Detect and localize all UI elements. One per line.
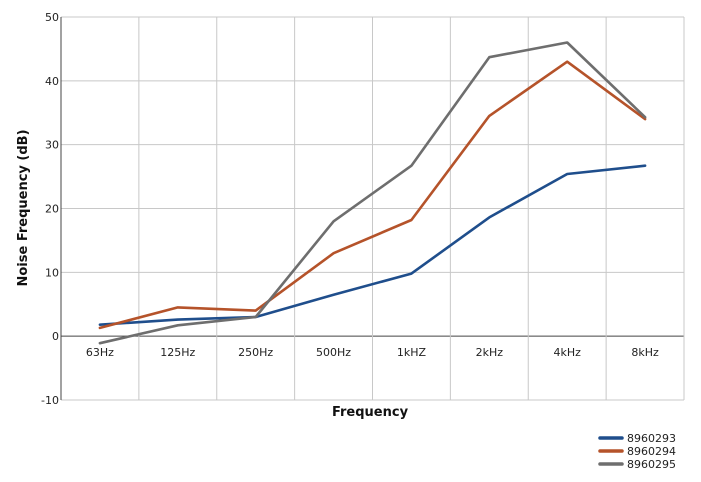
- legend-label: 8960295: [627, 458, 676, 471]
- series-line-2: [98, 41, 647, 345]
- x-tick-label: 1kHZ: [397, 346, 427, 359]
- x-tick-label: 63Hz: [86, 346, 114, 359]
- x-tick-label: 125Hz: [160, 346, 195, 359]
- chart-grid: [60, 16, 685, 401]
- x-tick-label: 2kHz: [476, 346, 504, 359]
- y-tick-label: 40: [45, 75, 59, 88]
- y-tick-label: 50: [45, 11, 59, 24]
- series-line-1: [98, 60, 647, 330]
- legend-label: 8960293: [627, 432, 676, 445]
- x-tick-label: 250Hz: [238, 346, 273, 359]
- y-tick-label: 10: [45, 266, 59, 279]
- legend-label: 8960294: [627, 445, 676, 458]
- y-tick-labels: -10 0 10 20 30 40 50: [41, 11, 59, 407]
- y-tick-label: 20: [45, 203, 59, 216]
- x-tick-labels: 63Hz 125Hz 250Hz 500Hz 1kHZ 2kHz 4kHz 8kHz: [86, 346, 659, 359]
- y-tick-label: -10: [41, 394, 59, 407]
- y-axis-title: Noise Frequency (dB): [16, 129, 31, 286]
- x-tick-label: 8kHz: [631, 346, 659, 359]
- x-axis-title: Frequency: [332, 405, 409, 420]
- x-tick-label: 500Hz: [316, 346, 351, 359]
- y-tick-label: 0: [52, 330, 59, 343]
- y-tick-label: 30: [45, 139, 59, 152]
- series-line-0: [98, 164, 647, 327]
- chart-series: [98, 41, 647, 345]
- x-tick-label: 4kHz: [553, 346, 581, 359]
